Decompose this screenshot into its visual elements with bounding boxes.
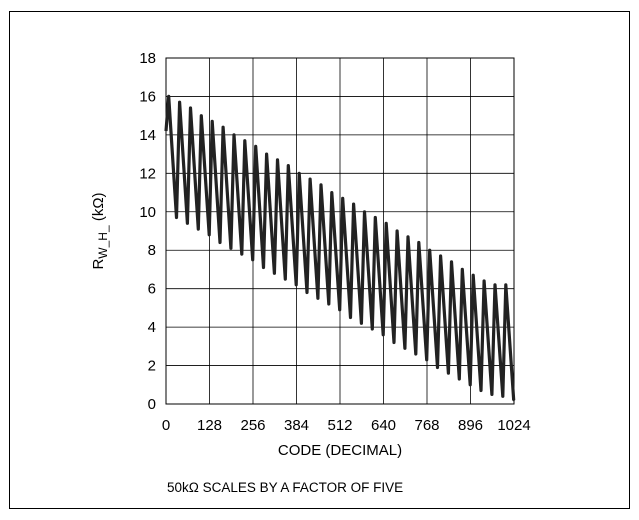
series-peak-point xyxy=(482,279,486,283)
y-axis-label-sub: W_H_ xyxy=(96,225,110,259)
series-peak-point xyxy=(439,254,442,258)
y-tick-labels: 0 2 4 6 8 10 12 14 16 18 xyxy=(139,50,156,413)
series-peak-point xyxy=(211,120,214,123)
series-trough-point xyxy=(197,227,200,231)
series-peak-point xyxy=(417,241,421,244)
y-axis-label-unit: (kΩ) xyxy=(90,192,107,225)
series-trough-point xyxy=(490,393,494,396)
x-tick-label: 640 xyxy=(371,417,396,434)
series-trough-point xyxy=(305,291,309,294)
y-tick-label: 14 xyxy=(139,127,156,144)
y-tick-label: 2 xyxy=(148,358,156,375)
series-peak-point xyxy=(276,158,279,162)
series-trough-point xyxy=(262,266,265,269)
series-trough-point xyxy=(458,377,461,381)
x-tick-label: 768 xyxy=(414,417,439,434)
series-trough-point xyxy=(273,272,276,275)
series-trough-point xyxy=(392,341,396,344)
series-peak-point xyxy=(287,164,290,167)
series-trough-point xyxy=(403,347,407,350)
series-peak-point xyxy=(221,126,225,129)
series-peak-point xyxy=(472,274,475,277)
series-trough-point xyxy=(338,308,341,312)
series-trough-point xyxy=(218,241,222,244)
series-trough-point xyxy=(207,233,211,237)
series-peak-point xyxy=(363,210,366,213)
x-tick-labels: 0 128 256 384 512 640 768 896 1024 xyxy=(162,417,531,434)
series-trough-point xyxy=(284,277,287,281)
series-trough-point xyxy=(316,297,320,300)
y-tick-label: 6 xyxy=(148,281,156,298)
series-trough-point xyxy=(186,222,189,225)
y-tick-label: 8 xyxy=(148,242,156,259)
chart-frame xyxy=(9,11,630,509)
series-peak-point xyxy=(265,152,268,156)
x-tick-label: 0 xyxy=(162,417,170,434)
series-peak-point xyxy=(385,222,388,225)
series-trough-point xyxy=(349,316,352,319)
series-trough-point xyxy=(479,389,483,392)
series-trough-point xyxy=(447,372,450,375)
series-peak-point xyxy=(200,114,203,117)
x-axis-label: CODE (DECIMAL) xyxy=(278,442,402,459)
series-peak-point xyxy=(428,249,431,252)
series-trough-point xyxy=(327,302,330,306)
series-peak-point xyxy=(232,133,236,137)
series-peak-point xyxy=(167,95,170,98)
series-peak-point xyxy=(319,183,323,187)
y-axis-label: RW_H_ (kΩ) xyxy=(90,192,110,269)
series-trough-point xyxy=(414,352,417,356)
series-peak-point xyxy=(352,202,355,206)
series-peak-point xyxy=(243,139,247,142)
series-trough-point xyxy=(512,398,515,402)
footnote: 50kΩ SCALES BY A FACTOR OF FIVE xyxy=(167,480,404,495)
series-peak-point xyxy=(493,283,497,287)
series-trough-point xyxy=(251,258,254,262)
series-peak-point xyxy=(461,268,464,271)
series-peak-point xyxy=(374,216,377,219)
series-trough-point xyxy=(468,383,472,386)
x-tick-label: 896 xyxy=(458,417,483,434)
x-tick-label: 256 xyxy=(240,417,265,434)
y-tick-label: 18 xyxy=(139,50,156,67)
series-trough-point xyxy=(381,333,385,336)
x-tick-label: 1024 xyxy=(497,417,530,434)
series-peak-point xyxy=(330,191,334,194)
series-peak-point xyxy=(178,101,181,104)
series-trough-point xyxy=(501,395,504,398)
series-peak-point xyxy=(450,260,453,263)
series-peak-point xyxy=(341,197,344,200)
series-trough-point xyxy=(371,327,374,331)
series-peak-point xyxy=(504,283,508,287)
x-tick-label: 512 xyxy=(327,417,352,434)
series-trough-point xyxy=(175,216,178,219)
series-trough-point xyxy=(436,366,439,369)
x-tick-label: 128 xyxy=(197,417,222,434)
y-tick-label: 16 xyxy=(139,88,156,105)
x-tick-label: 384 xyxy=(284,417,309,434)
series-trough-point xyxy=(229,247,233,250)
series-group xyxy=(164,94,516,402)
series-trough-point xyxy=(425,358,428,361)
series-peak-point xyxy=(254,145,257,148)
y-axis-label-main: R xyxy=(90,259,107,270)
y-tick-label: 0 xyxy=(148,396,156,413)
series-peak-point xyxy=(406,235,410,238)
y-tick-label: 10 xyxy=(139,204,156,221)
series-trough-point xyxy=(360,322,363,325)
series-peak-point xyxy=(298,172,301,175)
series-peak-point xyxy=(308,177,312,181)
series-peak-point xyxy=(395,229,399,233)
y-tick-label: 12 xyxy=(139,165,156,182)
y-tick-label: 4 xyxy=(148,319,156,336)
series-trough-point xyxy=(240,252,243,256)
series-peak-point xyxy=(189,106,192,110)
series-trough-point xyxy=(294,283,298,287)
